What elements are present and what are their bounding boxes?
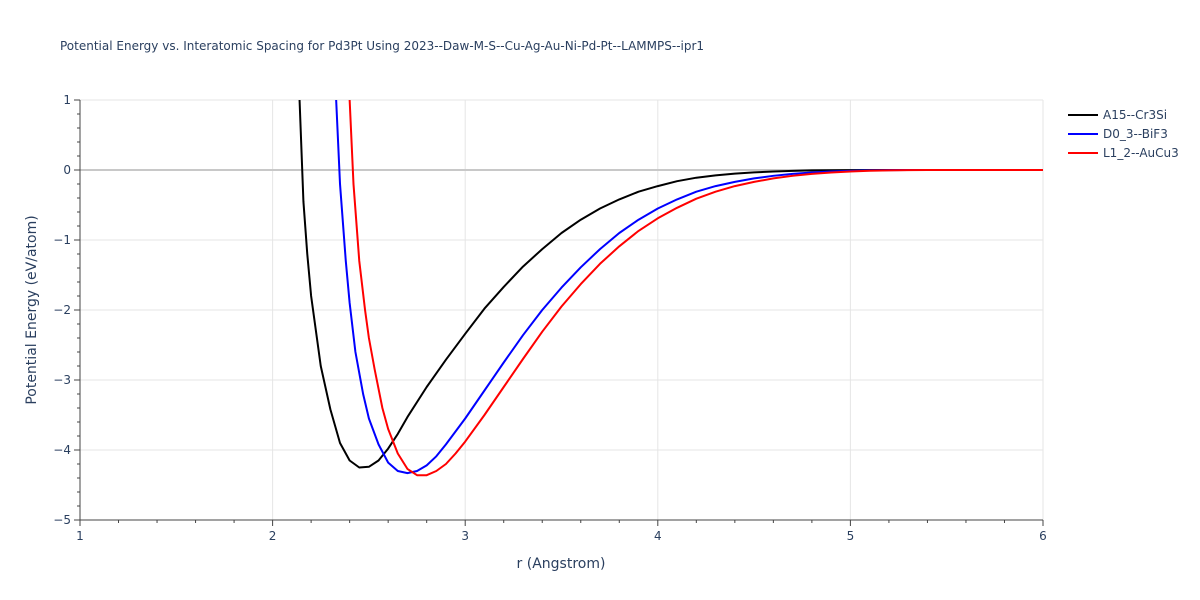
y-tick-label: −5 <box>53 513 71 527</box>
y-tick-label: −3 <box>53 373 71 387</box>
legend-item-2[interactable]: L1_2--AuCu3 <box>1068 146 1179 160</box>
y-tick-label: 1 <box>63 93 71 107</box>
x-axis-label: r (Angstrom) <box>517 556 606 572</box>
y-tick-label: 0 <box>63 163 71 177</box>
chart-title: Potential Energy vs. Interatomic Spacing… <box>60 39 704 53</box>
grid-lines <box>80 99 1044 520</box>
legend-label: L1_2--AuCu3 <box>1103 146 1179 160</box>
x-tick-label: 3 <box>461 529 469 543</box>
legend[interactable]: A15--Cr3Si D0_3--BiF3 L1_2--AuCu3 <box>1068 108 1179 160</box>
legend-label: D0_3--BiF3 <box>1103 127 1168 141</box>
series-line-0 <box>298 100 1043 469</box>
x-tick-label: 1 <box>76 529 84 543</box>
legend-item-1[interactable]: D0_3--BiF3 <box>1068 127 1168 141</box>
y-axis-label: Potential Energy (eV/atom) <box>24 215 40 404</box>
x-tick-label: 5 <box>847 529 855 543</box>
y-tick-label: −4 <box>53 443 71 457</box>
x-tick-label: 4 <box>654 529 662 543</box>
series-line-2 <box>348 100 1043 477</box>
plot-area <box>298 100 1043 477</box>
x-tick-label: 6 <box>1039 529 1047 543</box>
x-tick-label: 2 <box>269 529 277 543</box>
legend-item-0[interactable]: A15--Cr3Si <box>1068 108 1167 122</box>
axes: 1 2 3 4 5 6 1 0 −1 −2 −3 −4 −5 <box>53 93 1047 543</box>
series-line-1 <box>335 100 1043 475</box>
legend-label: A15--Cr3Si <box>1103 108 1167 122</box>
y-tick-label: −2 <box>53 303 71 317</box>
y-tick-label: −1 <box>53 233 71 247</box>
